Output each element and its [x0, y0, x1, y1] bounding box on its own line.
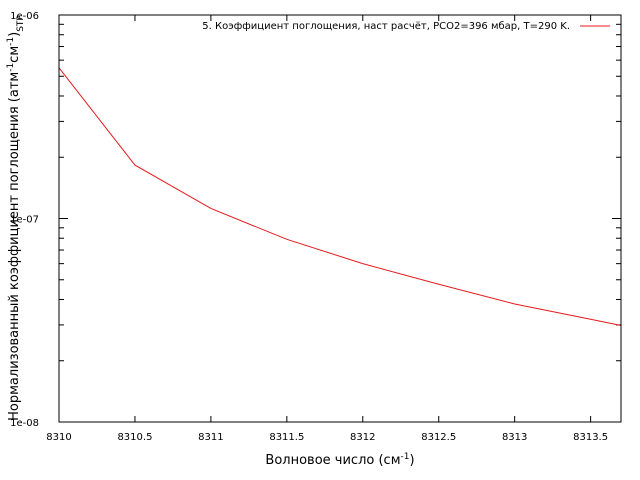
x-axis-label: Волновое число (см-1): [265, 452, 414, 468]
plot-frame: [58, 14, 622, 423]
y-axis-label-sub: STP: [16, 15, 26, 32]
legend-entry-label: 5. Коэффициент поглощения, наст расчёт, …: [202, 21, 570, 32]
y-tick-label: 1e-07: [10, 215, 39, 226]
x-tick-label: 8313.5: [573, 432, 608, 443]
y-axis-label-part3: ): [7, 32, 22, 37]
axis-tick-labels: 8310 8310.5 8311 8311.5 8312 8312.5 8313 8313.5…: [10, 11, 608, 443]
x-tick-label: 8312.5: [421, 432, 456, 443]
legend: 5. Коэффициент поглощения, наст расчёт, …: [202, 21, 610, 32]
x-tick-label: 8311.5: [269, 432, 304, 443]
y-tick-label: 1e-06: [10, 11, 39, 22]
x-axis-label-tail: ): [409, 453, 414, 468]
x-axis-label-main: Волновое число (см: [265, 453, 400, 468]
x-tick-label: 8311: [198, 432, 223, 443]
x-axis-label-sup: -1: [401, 452, 410, 462]
series-0-line: [58, 67, 622, 326]
x-tick-label: 8310.5: [117, 432, 152, 443]
axis-ticks: [58, 14, 621, 423]
y-axis-label: Нормализованный коэффициент поглощения (…: [6, 15, 26, 421]
y-axis-label-sup1: -1: [6, 63, 16, 72]
y-axis-label-part1: Нормализованный коэффициент поглощения (…: [7, 72, 22, 421]
y-tick-label: 1e-08: [10, 418, 39, 429]
y-axis-label-sup2: -1: [6, 37, 16, 46]
x-tick-label: 8310: [46, 432, 71, 443]
series-lines: [58, 67, 622, 326]
x-tick-label: 8313: [502, 432, 527, 443]
y-axis-label-part2: см: [7, 46, 22, 63]
x-tick-label: 8312: [350, 432, 375, 443]
